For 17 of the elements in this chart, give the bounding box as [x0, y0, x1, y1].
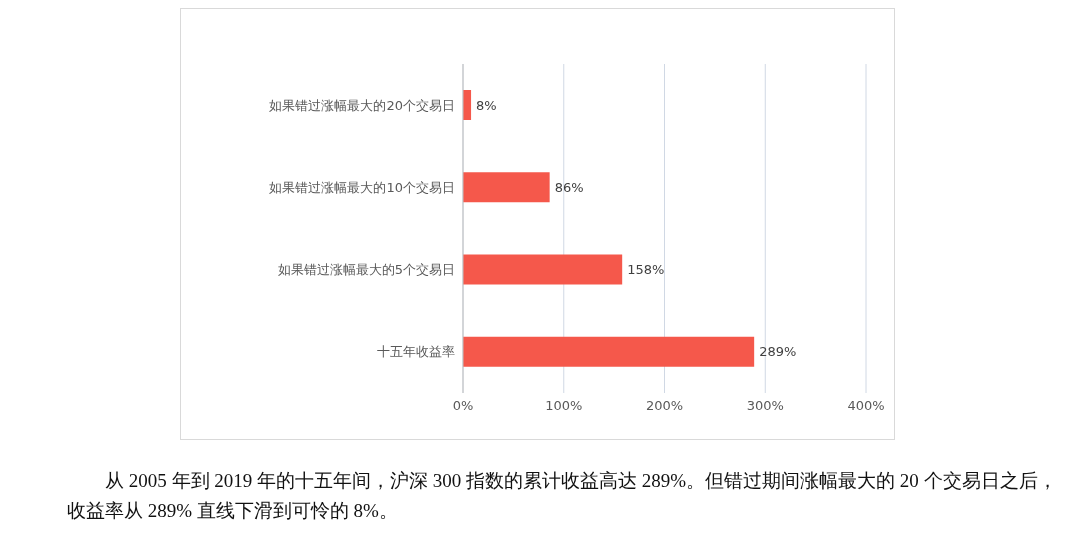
bar: [463, 254, 623, 285]
y-tick-label: 如果错过涨幅最大的5个交易日: [277, 262, 455, 278]
x-tick-label: 0%: [452, 398, 474, 414]
bar: [463, 336, 755, 367]
x-tick-label: 200%: [645, 398, 684, 414]
text: 从 2005 年到 2019 年的十五年间，沪深 300 指数的累计收益高达 289%。但错过期间涨幅最大的 20 个交易日之后，收益率从 289% 直线下滑到可怜的 8%。: [67, 469, 1058, 523]
data-label: 289%: [759, 344, 797, 360]
x-tick-label: 100%: [545, 398, 583, 414]
data-label: 8%: [476, 97, 497, 113]
y-tick-label: 如果错过涨幅最大的10个交易日: [269, 179, 455, 195]
data-label: 86%: [554, 179, 584, 195]
data-label: 158%: [627, 262, 665, 278]
bar: [463, 172, 550, 203]
y-tick-label: 如果错过涨幅最大的20个交易日: [269, 97, 455, 113]
x-tick-label: 300%: [746, 398, 784, 414]
x-tick-label: 400%: [847, 398, 885, 414]
y-tick-label: 十五年收益率: [377, 344, 455, 360]
